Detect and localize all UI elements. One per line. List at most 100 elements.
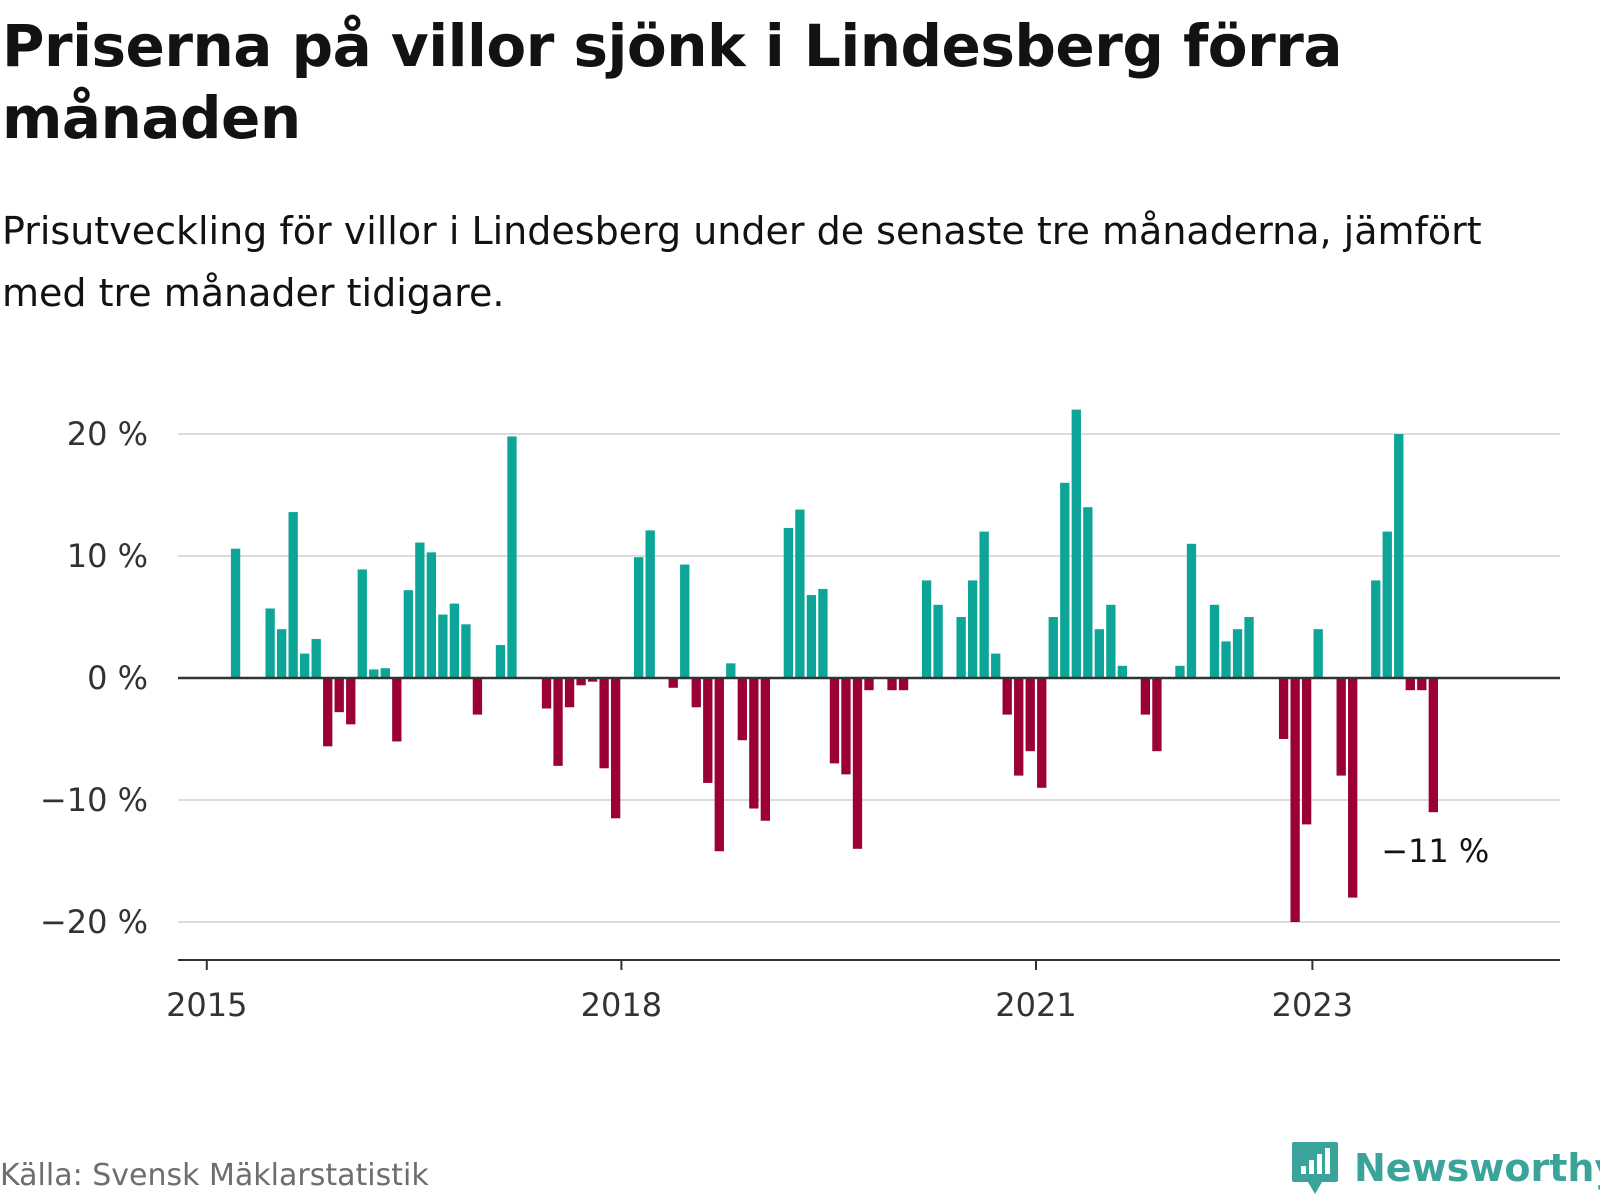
bar [472,678,483,715]
bar [1014,678,1024,776]
bar [795,509,805,678]
bar [991,653,1001,678]
bar [576,678,586,686]
bar [1428,678,1438,813]
bar [288,512,298,678]
bar [1313,629,1323,678]
bar [818,588,828,678]
bar [461,624,471,678]
bar [726,663,736,678]
bar [564,678,575,708]
bar [1048,617,1058,678]
bar [1117,665,1128,678]
bar [760,678,771,821]
brand-name: Newsworthy [1354,1146,1600,1190]
bar [334,678,344,713]
bar [541,678,552,709]
bar [921,580,932,678]
bar [703,678,713,783]
bar [714,678,724,852]
bar [749,678,759,809]
bar [300,653,310,678]
bar [311,638,321,678]
bar [599,678,609,769]
newsworthy-logo-icon [1292,1142,1338,1194]
bar [1152,678,1162,752]
bar [1094,629,1104,678]
bar [979,531,989,678]
bar [357,569,367,678]
bars [230,409,1438,922]
bar [449,603,460,678]
x-tick-label: 2018 [581,986,662,1024]
bar [346,678,356,725]
bar [323,678,333,747]
bar [1301,678,1312,825]
bar [1186,543,1197,678]
bar [1405,678,1415,691]
bar [737,678,747,741]
chart-subtitle: Prisutveckling för villor i Lindesberg u… [2,209,1482,315]
source-note: Källa: Svensk Mäklarstatistik [0,1158,429,1193]
chart-title: Priserna på villor sjönk i Lindesberg fö… [2,12,1343,152]
bar [553,678,563,766]
bar [967,580,978,678]
bar [1140,678,1151,715]
x-tick-label: 2023 [1272,986,1353,1024]
bar [841,678,851,775]
bar [1060,482,1070,678]
tick-labels: 20 % 10 % 0 % −10 % −20 % 2015 2018 2021 2023 −11… [40,415,1489,1024]
bar [426,552,437,678]
y-tick-label: −10 % [40,781,148,819]
bar [1106,604,1116,678]
bar [1290,678,1300,922]
bar [1371,580,1381,678]
bar [852,678,863,849]
bar [783,527,794,678]
y-tick-label: 20 % [67,415,148,453]
bar [587,678,598,682]
bar [634,557,644,678]
bar [680,564,690,678]
bar [1382,531,1392,678]
bar [380,668,390,678]
bar [668,678,678,688]
y-tick-label: −20 % [40,903,148,941]
bar [230,548,241,678]
bar [276,629,287,678]
bar [1221,641,1231,678]
bar [1244,617,1254,678]
data-label: −11 % [1381,832,1489,870]
y-tick-label: 0 % [87,659,148,697]
bar [1232,629,1243,678]
bar [1083,507,1093,678]
axes [178,676,1560,970]
x-tick-label: 2015 [166,986,247,1024]
bar [1071,409,1081,678]
gridlines [178,433,1560,923]
bar [933,604,943,678]
bar [806,595,817,678]
bar [1025,678,1035,752]
bar [691,678,701,708]
bar [887,678,897,691]
bar-chart: 20 % 10 % 0 % −10 % −20 % 2015 2018 2021 2023 −11… [40,409,1560,1024]
bar [1417,678,1427,691]
bar [610,678,621,819]
bar [1002,678,1012,715]
bar [1278,678,1289,739]
bar [864,678,874,691]
bar [415,542,425,678]
bar [645,530,655,678]
y-tick-label: 10 % [67,537,148,575]
bar [1348,678,1358,898]
bar [956,617,966,678]
bar [369,669,379,678]
bar [265,608,275,678]
bar [1175,665,1185,678]
bar [1336,678,1346,776]
newsworthy-brand[interactable]: Newsworthy [1290,1140,1600,1196]
bar [392,678,402,742]
bar [1394,434,1404,678]
bar [1037,678,1047,788]
